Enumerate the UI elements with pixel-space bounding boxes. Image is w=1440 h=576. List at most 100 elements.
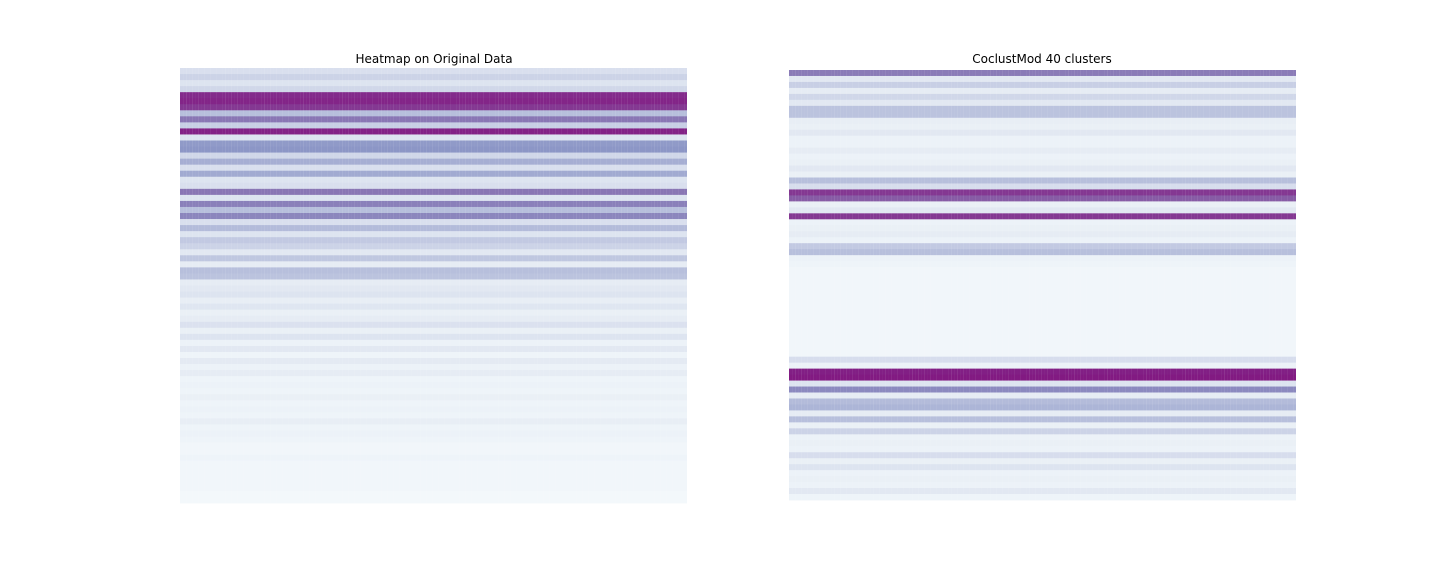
heatmap-row-band — [180, 98, 687, 105]
heatmap-column-line — [978, 70, 979, 500]
heatmap-column-line — [588, 68, 589, 503]
heatmap-column-line — [1032, 70, 1033, 500]
heatmap-column-line — [291, 68, 292, 503]
heatmap-column-line — [1215, 70, 1216, 500]
heatmap-column-line — [342, 68, 343, 503]
heatmap-column-line — [471, 68, 472, 503]
heatmap-column-line — [1278, 70, 1279, 500]
heatmap-column-line — [615, 68, 616, 503]
heatmap-column-line — [675, 68, 676, 503]
heatmap-column-line — [597, 68, 598, 503]
heatmap-column-line — [459, 68, 460, 503]
heatmap-row-band — [789, 380, 1296, 387]
heatmap-column-line — [921, 70, 922, 500]
heatmap-row-band — [180, 333, 687, 341]
heatmap-row-band — [180, 327, 687, 335]
heatmap-column-line — [1146, 70, 1147, 500]
heatmap-column-line — [894, 70, 895, 500]
heatmap-original-panel — [180, 68, 687, 504]
heatmap-column-line — [507, 68, 508, 503]
heatmap-column-line — [450, 68, 451, 503]
heatmap-column-line — [339, 68, 340, 503]
heatmap-column-line — [1068, 70, 1069, 500]
heatmap-column-line — [840, 70, 841, 500]
heatmap-column-line — [657, 68, 658, 503]
heatmap-column-line — [897, 70, 898, 500]
heatmap-row-band — [789, 302, 1296, 310]
heatmap-column-line — [378, 68, 379, 503]
heatmap-row-band — [789, 338, 1296, 346]
heatmap-row-band — [180, 152, 687, 160]
heatmap-row-band — [180, 206, 687, 214]
heatmap-column-line — [606, 68, 607, 503]
heatmap-column-line — [1143, 70, 1144, 500]
heatmap-column-line — [1011, 70, 1012, 500]
heatmap-column-line — [627, 68, 628, 503]
heatmap-column-line — [1035, 70, 1036, 500]
heatmap-row-band — [180, 466, 687, 474]
heatmap-column-line — [1107, 70, 1108, 500]
heatmap-row-band — [789, 70, 1296, 77]
heatmap-column-line — [1071, 70, 1072, 500]
heatmap-column-line — [834, 70, 835, 500]
heatmap-column-line — [324, 68, 325, 503]
heatmap-column-line — [819, 70, 820, 500]
heatmap-row-band — [180, 400, 687, 407]
heatmap-column-line — [1059, 70, 1060, 500]
coclust-heatmap-panel — [789, 70, 1296, 501]
heatmap-column-line — [504, 68, 505, 503]
heatmap-row-band — [180, 418, 687, 425]
heatmap-row-band — [789, 416, 1296, 423]
heatmap-column-line — [195, 68, 196, 503]
heatmap-column-line — [1161, 70, 1162, 500]
heatmap-column-line — [1002, 70, 1003, 500]
heatmap-row-band — [789, 243, 1296, 250]
heatmap-column-line — [954, 70, 955, 500]
heatmap-column-line — [831, 70, 832, 500]
heatmap-column-line — [360, 68, 361, 503]
heatmap-column-line — [993, 70, 994, 500]
heatmap-column-line — [966, 70, 967, 500]
heatmap-column-line — [816, 70, 817, 500]
heatmap-row-band — [789, 285, 1296, 292]
heatmap-column-line — [1104, 70, 1105, 500]
heatmap-column-line — [540, 68, 541, 503]
heatmap-column-line — [429, 68, 430, 503]
heatmap-row-band — [789, 422, 1296, 429]
heatmap-column-line — [1092, 70, 1093, 500]
heatmap-row-band — [180, 394, 687, 401]
heatmap-column-line — [225, 68, 226, 503]
heatmap-column-line — [576, 68, 577, 503]
heatmap-row-band — [789, 308, 1296, 316]
heatmap-row-band — [180, 382, 687, 389]
heatmap-column-line — [852, 70, 853, 500]
heatmap-row-band — [180, 176, 687, 184]
heatmap-column-line — [1137, 70, 1138, 500]
heatmap-row-band — [789, 99, 1296, 107]
heatmap-column-line — [543, 68, 544, 503]
heatmap-column-line — [363, 68, 364, 503]
heatmap-column-line — [273, 68, 274, 503]
heatmap-column-line — [1098, 70, 1099, 500]
heatmap-column-line — [888, 70, 889, 500]
heatmap-column-line — [876, 70, 877, 500]
heatmap-column-line — [426, 68, 427, 503]
heatmap-column-line — [1266, 70, 1267, 500]
heatmap-column-line — [642, 68, 643, 503]
heatmap-row-band — [180, 279, 687, 286]
heatmap-row-band — [789, 135, 1296, 143]
heatmap-row-band — [180, 231, 687, 238]
heatmap-column-line — [1236, 70, 1237, 500]
heatmap-column-line — [1200, 70, 1201, 500]
heatmap-column-line — [1149, 70, 1150, 500]
heatmap-column-line — [630, 68, 631, 503]
heatmap-column-line — [1293, 70, 1294, 500]
heatmap-column-texture — [183, 68, 685, 503]
heatmap-row-band — [789, 386, 1296, 393]
heatmap-column-line — [849, 70, 850, 500]
heatmap-column-line — [681, 68, 682, 503]
heatmap-column-line — [561, 68, 562, 503]
heatmap-row-band — [789, 368, 1296, 375]
heatmap-row-band — [180, 370, 687, 377]
heatmap-row-band — [180, 364, 687, 371]
